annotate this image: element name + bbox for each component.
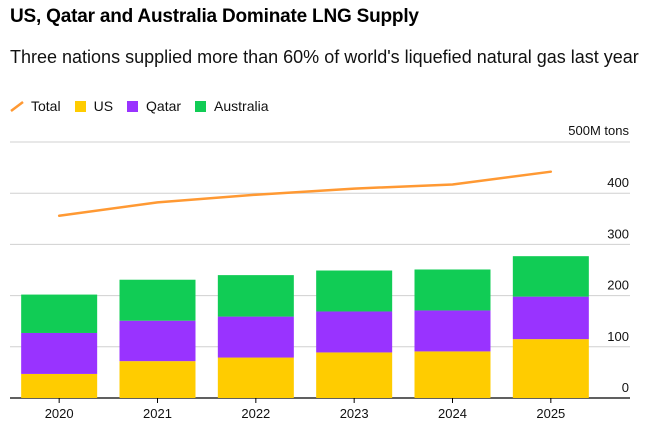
us-swatch-icon <box>74 100 86 112</box>
line-swatch-icon <box>10 100 24 112</box>
bar-australia-2023 <box>316 270 393 312</box>
legend-item-qatar: Qatar <box>127 98 181 114</box>
bar-us-2021 <box>119 361 196 398</box>
x-tick-label: 2023 <box>340 406 369 421</box>
bar-us-2025 <box>512 339 589 398</box>
bar-australia-2022 <box>217 275 294 317</box>
y-tick-label: 0 <box>622 380 629 395</box>
chart-title: US, Qatar and Australia Dominate LNG Sup… <box>10 6 419 27</box>
bar-qatar-2022 <box>217 316 294 358</box>
bar-qatar-2023 <box>316 311 393 353</box>
bar-qatar-2020 <box>21 332 98 374</box>
legend-label-qatar: Qatar <box>146 98 182 114</box>
legend-item-us: US <box>74 98 114 114</box>
bar-us-2024 <box>414 351 491 398</box>
australia-swatch-icon <box>195 100 207 112</box>
legend-label-us: US <box>93 98 114 114</box>
x-tick-label: 2024 <box>438 406 467 421</box>
bar-qatar-2025 <box>512 296 589 340</box>
bar-us-2020 <box>21 373 98 398</box>
bar-us-2022 <box>217 357 294 398</box>
y-unit-label: 500M tons <box>568 123 629 138</box>
bar-australia-2021 <box>119 279 196 321</box>
x-tick-label: 2022 <box>241 406 270 421</box>
y-tick-label: 100 <box>607 329 629 344</box>
chart-subtitle: Three nations supplied more than 60% of … <box>10 47 639 67</box>
legend-label-total: Total <box>31 98 61 114</box>
legend-item-total: Total <box>10 98 61 114</box>
x-tick-label: 2025 <box>536 406 565 421</box>
x-tick-label: 2021 <box>143 406 172 421</box>
legend-item-australia: Australia <box>195 98 269 114</box>
legend: Total US Qatar Australia <box>10 97 283 115</box>
y-tick-label: 300 <box>607 226 629 241</box>
total-line <box>57 170 553 217</box>
bar-us-2023 <box>316 352 393 398</box>
y-tick-label: 400 <box>607 175 629 190</box>
bar-australia-2025 <box>512 256 589 297</box>
bar-australia-2024 <box>414 269 491 311</box>
y-tick-label: 200 <box>607 278 629 293</box>
qatar-swatch-icon <box>127 100 139 112</box>
bar-qatar-2024 <box>414 310 491 352</box>
legend-label-australia: Australia <box>214 98 269 114</box>
bar-qatar-2021 <box>119 320 196 362</box>
bar-australia-2020 <box>21 294 98 333</box>
x-tick-label: 2020 <box>45 406 74 421</box>
